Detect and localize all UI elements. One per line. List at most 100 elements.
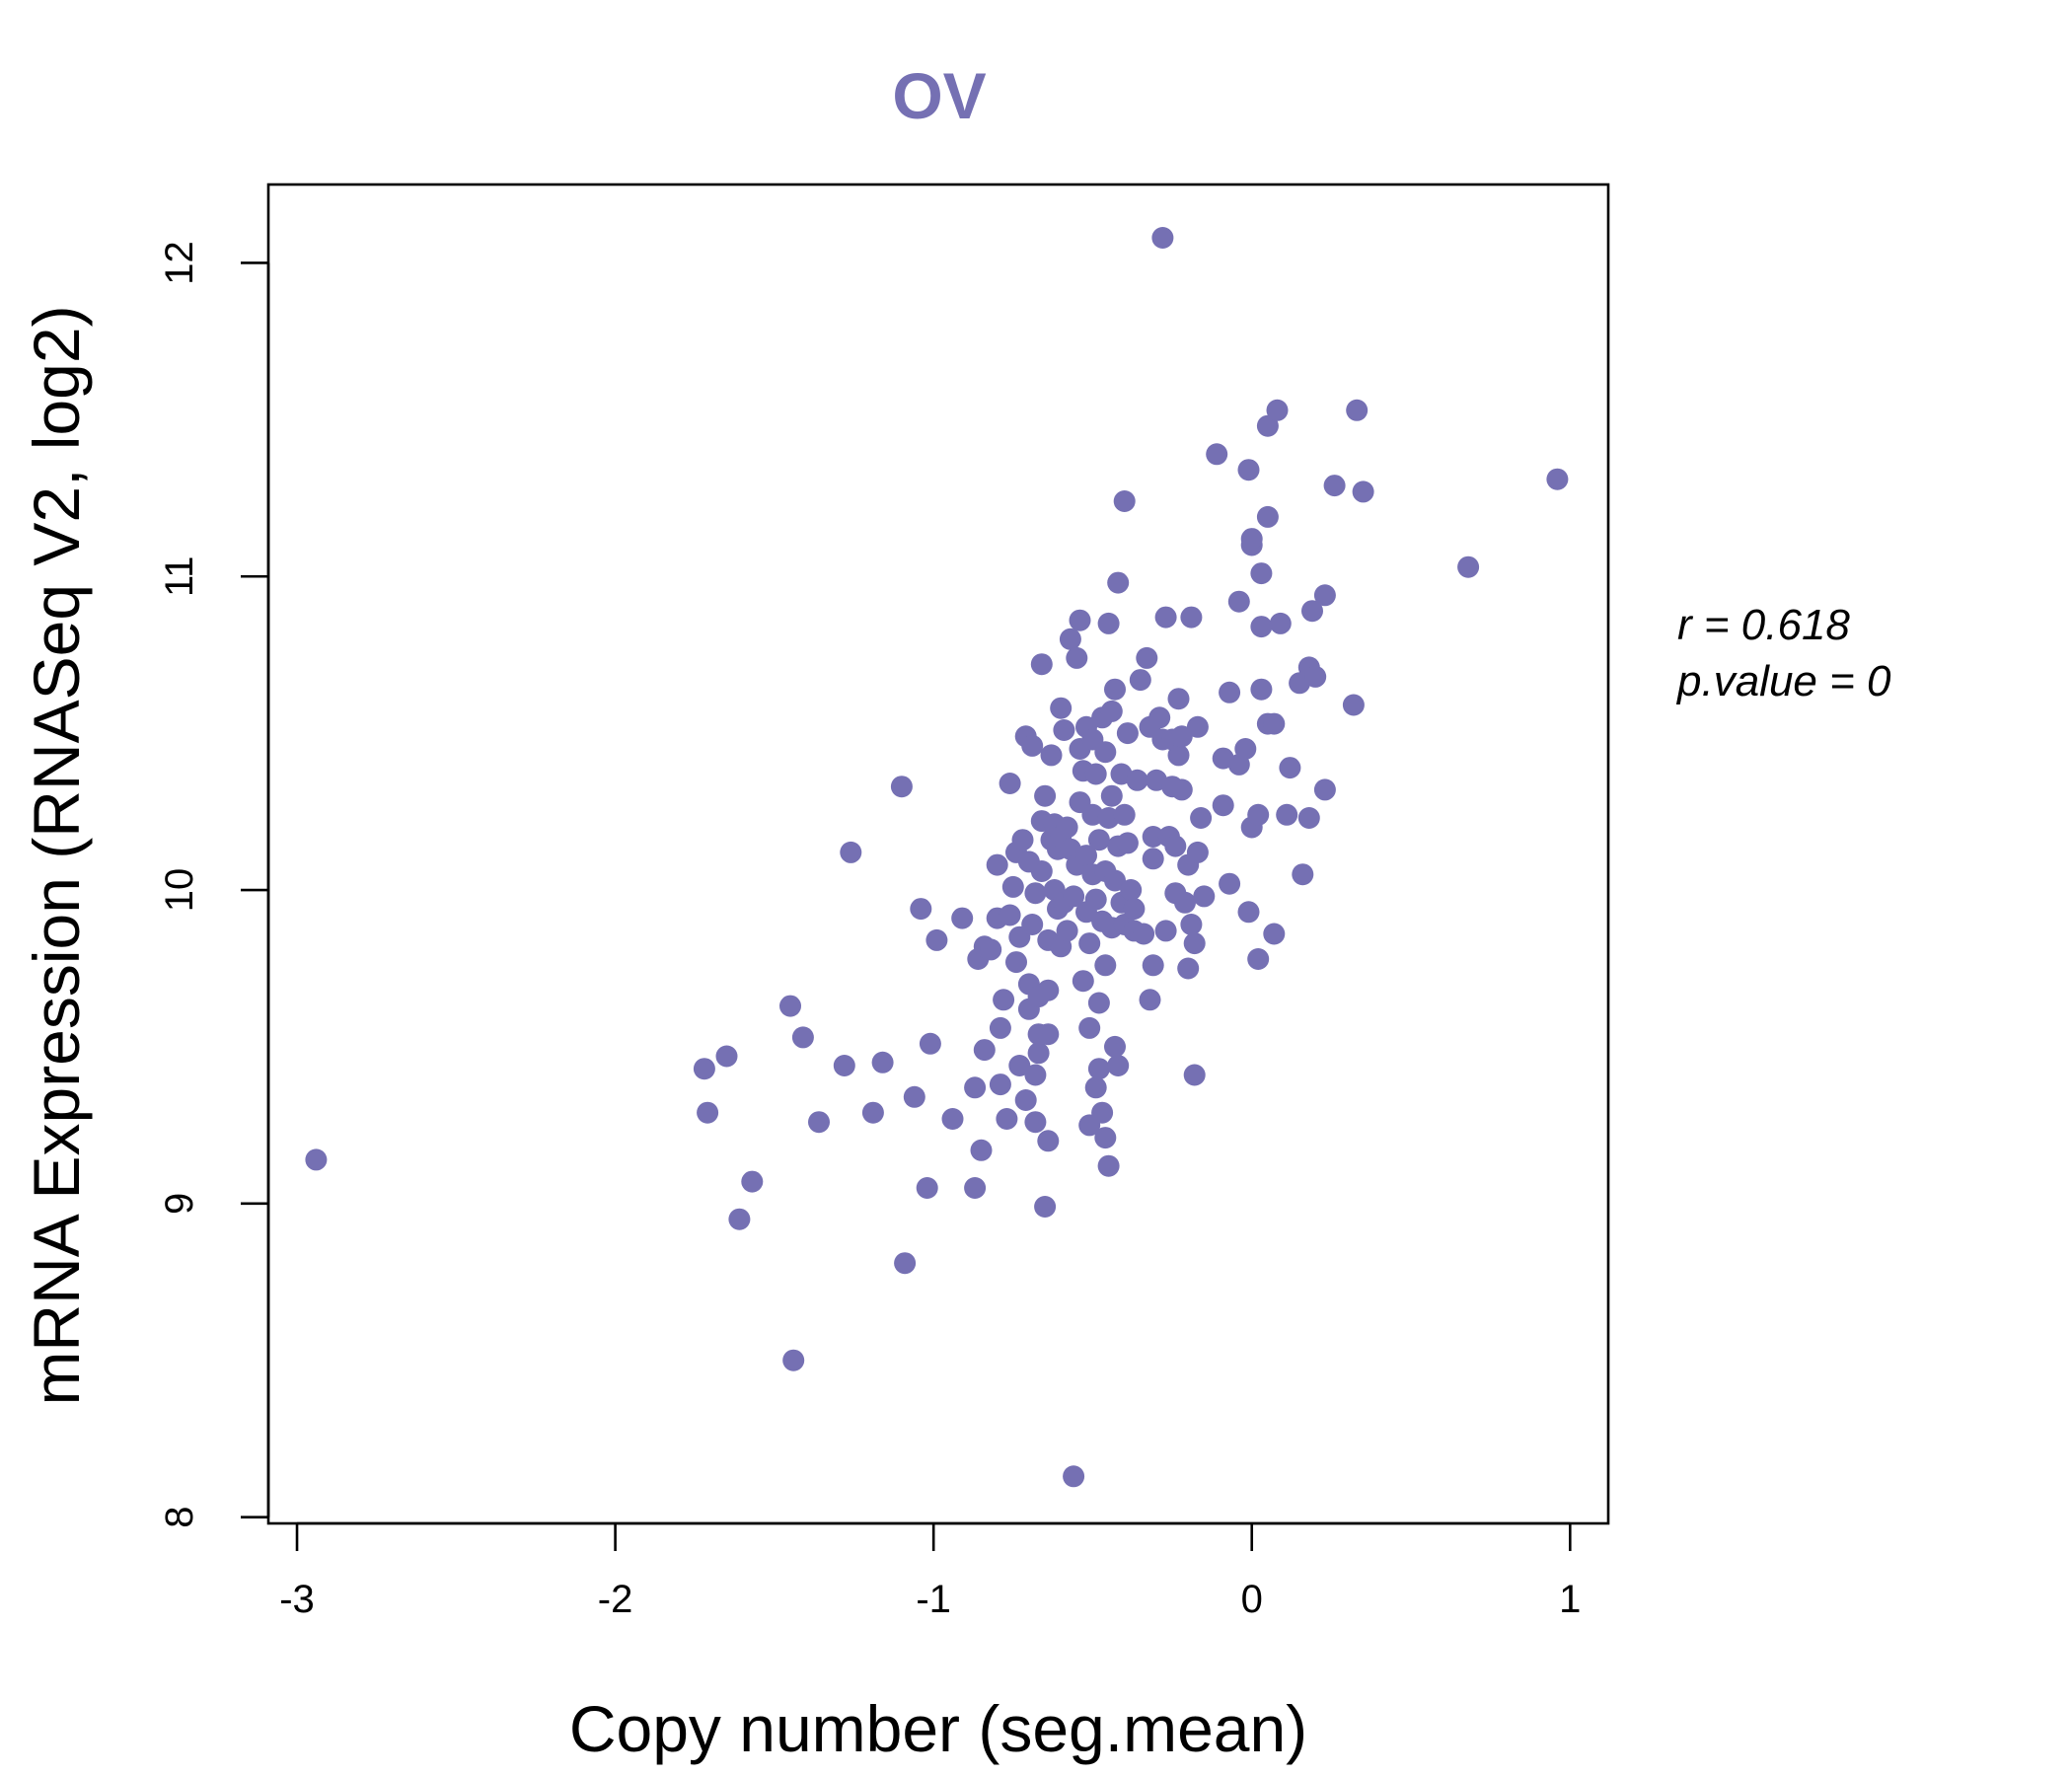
- data-point-116: [1100, 784, 1123, 807]
- data-point-99: [1084, 1076, 1107, 1099]
- data-point-49: [1021, 914, 1044, 935]
- data-point-186: [1250, 562, 1273, 585]
- correlation-p-value: p.value = 0: [1675, 657, 1891, 705]
- data-point-122: [1107, 571, 1130, 594]
- correlation-r: r = 0.618: [1677, 601, 1850, 649]
- data-point-194: [1276, 803, 1298, 826]
- data-point-23: [964, 1177, 987, 1199]
- data-point-108: [1094, 954, 1117, 977]
- data-point-101: [1084, 763, 1107, 785]
- data-point-102: [1087, 992, 1110, 1014]
- data-point-188: [1256, 414, 1279, 437]
- data-point-148: [1154, 606, 1177, 629]
- data-point-24: [964, 1076, 987, 1099]
- data-point-5: [741, 1170, 764, 1193]
- data-point-197: [1292, 863, 1314, 886]
- data-point-40: [1005, 951, 1027, 974]
- data-point-72: [1050, 697, 1073, 719]
- data-point-111: [1094, 741, 1117, 764]
- y-tick-label-2: 10: [158, 868, 201, 913]
- x-tick-label-2: -1: [916, 1578, 951, 1621]
- data-point-20: [925, 928, 948, 951]
- data-point-132: [1123, 898, 1146, 921]
- data-point-140: [1142, 848, 1164, 870]
- data-point-119: [1104, 869, 1126, 892]
- data-point-29: [980, 938, 1002, 961]
- data-point-183: [1247, 803, 1270, 826]
- data-point-195: [1279, 757, 1301, 779]
- data-point-44: [1014, 1089, 1037, 1111]
- data-point-27: [973, 1039, 996, 1062]
- data-point-35: [996, 1108, 1018, 1130]
- data-point-191: [1263, 712, 1286, 735]
- data-point-21: [941, 1108, 964, 1130]
- data-point-141: [1142, 826, 1164, 848]
- data-point-32: [989, 1016, 1011, 1039]
- data-point-201: [1304, 665, 1327, 688]
- data-point-38: [1001, 875, 1024, 898]
- data-point-147: [1154, 920, 1177, 942]
- data-point-156: [1170, 725, 1193, 748]
- data-point-190: [1263, 923, 1286, 945]
- x-axis: -3 -2 -1 0 1: [279, 1521, 1581, 1621]
- data-point-117: [1100, 700, 1123, 722]
- data-point-198: [1297, 807, 1320, 829]
- data-point-153: [1164, 835, 1187, 857]
- data-point-208: [1457, 555, 1480, 578]
- data-point-2: [697, 1101, 719, 1124]
- data-point-182: [1247, 948, 1270, 970]
- data-point-162: [1180, 606, 1203, 629]
- data-point-0: [305, 1148, 328, 1171]
- data-point-62: [1037, 1023, 1060, 1046]
- data-point-200: [1301, 600, 1323, 623]
- data-point-77: [1056, 920, 1078, 942]
- data-point-193: [1269, 612, 1292, 634]
- data-point-36: [999, 904, 1021, 926]
- data-point-7: [782, 1349, 805, 1371]
- data-point-61: [1034, 784, 1057, 807]
- data-point-177: [1237, 459, 1260, 481]
- data-point-163: [1183, 932, 1206, 955]
- data-point-204: [1323, 475, 1346, 497]
- y-tick-label-3: 11: [158, 555, 201, 597]
- data-point-166: [1186, 715, 1209, 738]
- data-point-176: [1234, 738, 1257, 760]
- data-point-205: [1342, 694, 1365, 716]
- data-point-81: [1063, 1465, 1085, 1488]
- data-point-168: [1193, 885, 1216, 908]
- data-point-203: [1313, 778, 1336, 801]
- data-point-169: [1206, 443, 1228, 466]
- data-point-1: [693, 1058, 715, 1080]
- data-point-58: [1030, 860, 1053, 882]
- data-point-184: [1250, 616, 1273, 638]
- data-point-19: [919, 1032, 941, 1055]
- data-point-158: [1174, 891, 1196, 914]
- data-point-12: [861, 1101, 884, 1124]
- data-point-31: [986, 853, 1008, 876]
- data-point-146: [1151, 227, 1174, 249]
- data-point-78: [1056, 816, 1078, 839]
- data-point-67: [1040, 744, 1063, 767]
- data-point-121: [1107, 1055, 1130, 1076]
- data-point-16: [903, 1085, 925, 1108]
- data-point-129: [1116, 832, 1139, 854]
- data-point-206: [1346, 399, 1369, 421]
- data-point-9: [808, 1111, 830, 1134]
- data-point-192: [1266, 399, 1289, 421]
- x-tick-label-4: 1: [1559, 1578, 1581, 1621]
- data-point-63: [1037, 1130, 1060, 1152]
- data-point-144: [1148, 706, 1171, 729]
- data-point-37: [999, 773, 1021, 794]
- data-point-154: [1167, 688, 1190, 710]
- data-point-15: [894, 1252, 917, 1275]
- data-point-120: [1104, 678, 1126, 701]
- data-point-181: [1240, 528, 1263, 551]
- y-tick-label-0: 8: [158, 1507, 201, 1528]
- data-point-209: [1546, 468, 1569, 490]
- data-point-207: [1352, 481, 1374, 503]
- data-point-53: [1024, 882, 1047, 905]
- data-point-128: [1113, 803, 1136, 826]
- data-point-82: [1063, 885, 1085, 908]
- data-point-86: [1069, 609, 1091, 631]
